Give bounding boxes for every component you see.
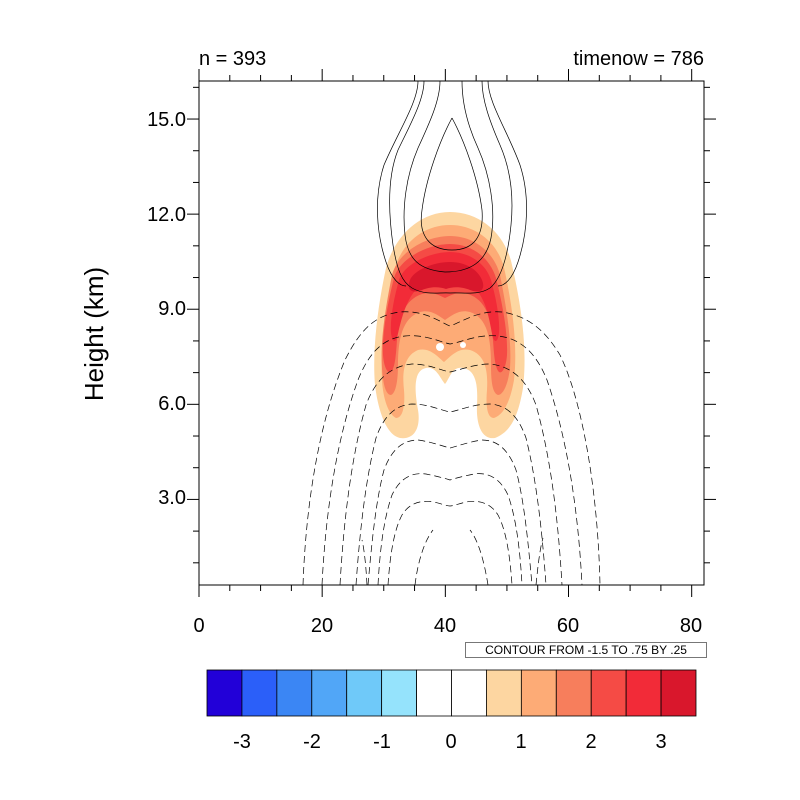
colorbar-box	[381, 669, 417, 717]
dashed-contour-9	[535, 537, 544, 585]
y-tick-label-12: 12.0	[147, 204, 186, 226]
colorbar-label-0: 0	[445, 731, 456, 753]
title-right: timenow = 786	[573, 48, 704, 70]
x-tick-label-0: 0	[193, 615, 204, 637]
fill-hole-left	[436, 343, 444, 351]
axis-ticks	[187, 69, 716, 597]
colorbar-box	[590, 669, 627, 717]
colorbar-box	[625, 669, 662, 717]
colorbar-label-minus2: -2	[303, 731, 321, 753]
dashed-contour-7	[387, 501, 513, 585]
solid-contour-1	[389, 81, 513, 294]
solid-contour-3	[420, 117, 483, 251]
y-tick-label-9: 9.0	[158, 298, 186, 320]
dashed-contour-1	[302, 311, 601, 585]
colorbar-box	[311, 669, 348, 717]
contour-lines	[302, 81, 601, 585]
colorbar-box	[241, 669, 278, 717]
colorbar-box	[416, 669, 452, 717]
colorbar-label-3: 3	[655, 731, 666, 753]
y-tick-label-3: 3.0	[158, 487, 186, 509]
y-axis-label: Height (km)	[79, 267, 109, 401]
y-tick-label-6: 6.0	[158, 393, 186, 415]
colorbar-box	[276, 669, 313, 717]
colorbar-box	[520, 669, 557, 717]
dashed-contour-6	[377, 473, 523, 585]
colorbar-label-minus3: -3	[233, 731, 251, 753]
solid-contour-2	[403, 81, 494, 273]
x-tick-label-60: 60	[557, 615, 579, 637]
colorbar-box	[660, 669, 697, 717]
colorbar	[206, 669, 697, 717]
y-tick-label-15: 15.0	[147, 109, 186, 131]
colorbar-label-1: 1	[515, 731, 526, 753]
x-tick-label-40: 40	[434, 615, 456, 637]
x-tick-labels: 0 20 40 60 80	[193, 615, 702, 637]
fill-hole-right	[460, 342, 466, 348]
colorbar-label-minus1: -1	[373, 731, 391, 753]
colorbar-box	[206, 669, 243, 717]
x-tick-label-80: 80	[680, 615, 702, 637]
plot-frame	[198, 80, 705, 586]
colorbar-box	[555, 669, 592, 717]
colorbar-box	[451, 669, 487, 717]
colorbar-label-2: 2	[585, 731, 596, 753]
colorbar-box	[346, 669, 383, 717]
contour-info-box: CONTOUR FROM -1.5 TO .75 BY .25	[465, 642, 707, 658]
dashed-contour-3	[339, 363, 563, 585]
colorbar-labels: -3 -2 -1 0 1 2 3	[233, 731, 666, 753]
dashed-contour-10	[414, 529, 434, 585]
title-left: n = 393	[199, 48, 266, 70]
y-tick-labels: 3.0 6.0 9.0 12.0 15.0	[147, 109, 186, 509]
dashed-contour-4	[355, 403, 547, 585]
solid-contour-4	[377, 81, 419, 287]
dashed-contour-5	[367, 439, 533, 585]
filled-contours	[374, 212, 525, 439]
x-tick-label-20: 20	[311, 615, 333, 637]
dashed-contour-2	[321, 335, 583, 585]
colorbar-box	[486, 669, 522, 717]
dashed-contour-8	[361, 539, 368, 585]
solid-contour-5	[487, 81, 527, 287]
dashed-contour-11	[469, 529, 489, 585]
